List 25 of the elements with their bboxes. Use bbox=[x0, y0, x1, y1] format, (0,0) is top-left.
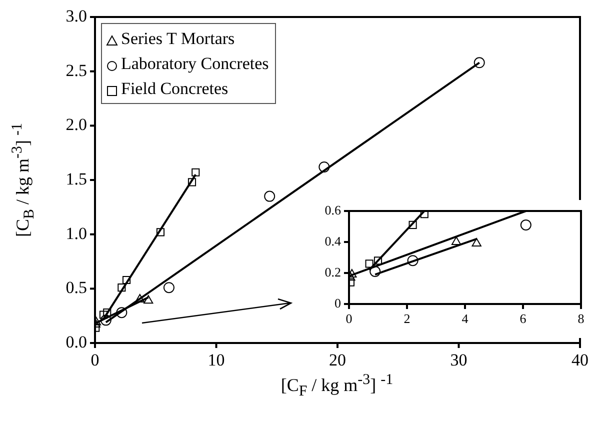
x-axis-title: [C$_{F}$ / kg m$^{-3}$] $^{-1}$ bbox=[280, 372, 394, 401]
legend-label: Series T Mortars bbox=[121, 29, 235, 48]
x-tick-label: 8 bbox=[578, 311, 584, 326]
y-tick-label: 0.6 bbox=[324, 202, 342, 218]
legend-label: Laboratory Concretes bbox=[121, 54, 269, 73]
y-tick-label: 0.5 bbox=[66, 278, 87, 298]
y-tick-label: 0 bbox=[334, 295, 341, 310]
x-tick-label: 20 bbox=[329, 350, 346, 370]
y-tick-label: 2.5 bbox=[66, 60, 87, 80]
x-tick-label: 2 bbox=[404, 311, 410, 326]
y-tick-label: 2.0 bbox=[66, 115, 87, 134]
x-tick-label: 0 bbox=[346, 311, 352, 326]
y-tick-label: 1.0 bbox=[66, 224, 87, 243]
x-tick-label: 30 bbox=[450, 350, 468, 370]
legend-label: Field Concretes bbox=[121, 79, 228, 98]
x-tick-label: 6 bbox=[520, 311, 527, 326]
y-tick-label: 0.2 bbox=[324, 264, 341, 280]
x-tick-label: 4 bbox=[462, 311, 469, 326]
y-tick-label: 0.0 bbox=[66, 332, 87, 352]
x-tick-label: 10 bbox=[208, 350, 225, 370]
x-tick-label: 0 bbox=[90, 350, 100, 370]
y-tick-label: 0.4 bbox=[324, 233, 342, 248]
x-tick-label: 40 bbox=[572, 350, 588, 370]
y-tick-label: 3.0 bbox=[66, 6, 87, 26]
y-tick-label: 1.5 bbox=[66, 169, 87, 188]
